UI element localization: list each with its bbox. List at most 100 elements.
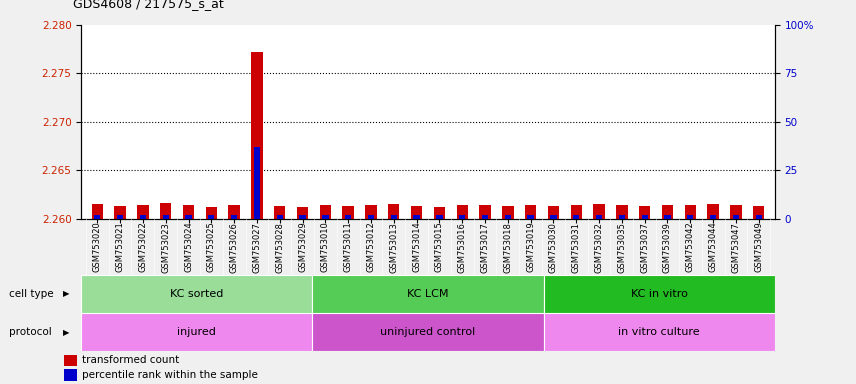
Text: injured: injured (177, 327, 217, 337)
Text: GSM753035: GSM753035 (617, 222, 627, 273)
Bar (482, 215, 488, 219)
Text: GSM753012: GSM753012 (366, 222, 376, 272)
Bar (544, 275, 775, 313)
Text: GSM753024: GSM753024 (184, 222, 193, 272)
Bar (64, 369, 77, 381)
Text: GSM753025: GSM753025 (207, 222, 216, 272)
Bar (616, 205, 627, 219)
Bar (115, 206, 126, 219)
Bar (300, 215, 306, 219)
Bar (64, 355, 77, 366)
Bar (456, 205, 468, 219)
Text: GSM753023: GSM753023 (161, 222, 170, 273)
Text: uninjured control: uninjured control (380, 327, 476, 337)
Bar (276, 215, 282, 219)
Text: ▶: ▶ (62, 289, 69, 298)
Text: GSM753042: GSM753042 (686, 222, 695, 272)
Bar (137, 205, 149, 219)
Bar (81, 313, 312, 351)
Bar (479, 205, 490, 219)
Bar (753, 206, 764, 219)
Text: GSM753016: GSM753016 (458, 222, 467, 273)
Bar (502, 206, 514, 219)
Bar (411, 206, 422, 219)
Bar (117, 215, 123, 219)
Text: GSM753032: GSM753032 (595, 222, 603, 273)
Bar (730, 205, 741, 219)
Bar (274, 206, 285, 219)
Text: GSM753018: GSM753018 (503, 222, 513, 273)
Bar (92, 204, 103, 219)
Text: protocol: protocol (9, 327, 51, 337)
Bar (312, 313, 544, 351)
Bar (254, 147, 260, 219)
Bar (434, 207, 445, 219)
Bar (183, 205, 194, 219)
Bar (163, 215, 169, 219)
Bar (505, 215, 511, 219)
Text: GDS4608 / 217575_s_at: GDS4608 / 217575_s_at (73, 0, 223, 10)
Text: percentile rank within the sample: percentile rank within the sample (82, 370, 258, 380)
Text: in vitro culture: in vitro culture (618, 327, 700, 337)
Text: GSM753017: GSM753017 (480, 222, 490, 273)
Bar (544, 313, 775, 351)
Text: ▶: ▶ (62, 328, 69, 337)
Bar (160, 204, 171, 219)
Bar (527, 215, 534, 219)
Text: GSM753031: GSM753031 (572, 222, 580, 273)
Text: KC in vitro: KC in vitro (631, 289, 687, 299)
Text: cell type: cell type (9, 289, 53, 299)
Bar (368, 215, 374, 219)
Text: GSM753030: GSM753030 (549, 222, 558, 273)
Bar (345, 215, 351, 219)
Text: GSM753037: GSM753037 (640, 222, 649, 273)
Text: GSM753014: GSM753014 (412, 222, 421, 272)
Bar (208, 215, 215, 219)
Bar (593, 204, 604, 219)
Bar (94, 215, 100, 219)
Text: GSM753026: GSM753026 (229, 222, 239, 273)
Bar (550, 215, 556, 219)
Bar (641, 215, 648, 219)
Text: GSM753044: GSM753044 (709, 222, 717, 272)
Text: GSM753039: GSM753039 (663, 222, 672, 273)
Bar (685, 205, 696, 219)
Bar (639, 206, 651, 219)
Bar (710, 215, 716, 219)
Text: GSM753020: GSM753020 (92, 222, 102, 272)
Text: GSM753010: GSM753010 (321, 222, 330, 272)
Bar (81, 275, 312, 313)
Bar (319, 205, 331, 219)
Text: GSM753015: GSM753015 (435, 222, 444, 272)
Bar (229, 205, 240, 219)
Bar (312, 275, 544, 313)
Bar (707, 204, 719, 219)
Text: GSM753028: GSM753028 (276, 222, 284, 273)
Bar (733, 215, 739, 219)
Text: GSM753013: GSM753013 (389, 222, 398, 273)
Bar (297, 207, 308, 219)
Bar (596, 215, 602, 219)
Bar (571, 205, 582, 219)
Text: KC LCM: KC LCM (407, 289, 449, 299)
Bar (388, 204, 400, 219)
Bar (756, 215, 762, 219)
Bar (413, 215, 419, 219)
Text: GSM753047: GSM753047 (731, 222, 740, 273)
Bar (574, 215, 580, 219)
Bar (459, 215, 466, 219)
Bar (619, 215, 625, 219)
Bar (231, 215, 237, 219)
Text: GSM753019: GSM753019 (526, 222, 535, 272)
Text: KC sorted: KC sorted (170, 289, 223, 299)
Text: GSM753029: GSM753029 (298, 222, 307, 272)
Bar (140, 215, 146, 219)
Text: GSM753049: GSM753049 (754, 222, 764, 272)
Bar (390, 215, 397, 219)
Bar (366, 205, 377, 219)
Bar (252, 52, 263, 219)
Bar (687, 215, 693, 219)
Bar (205, 207, 217, 219)
Text: GSM753022: GSM753022 (139, 222, 147, 272)
Bar (322, 215, 329, 219)
